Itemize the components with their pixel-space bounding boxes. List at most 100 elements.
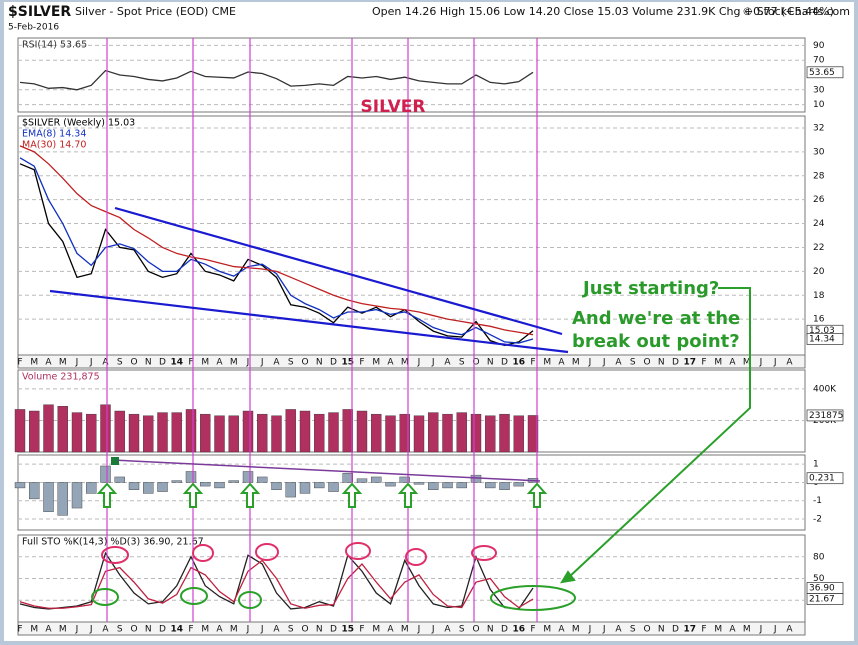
last-value-badge — [806, 66, 844, 79]
bar — [413, 415, 425, 453]
x-tick-label: F — [17, 625, 22, 635]
bar — [71, 412, 83, 453]
x-tick-label: M — [201, 625, 209, 635]
y-tick-label: 30 — [813, 147, 825, 157]
last-value-label: 21.67 — [809, 595, 835, 605]
bar — [428, 482, 439, 490]
bar — [171, 412, 182, 453]
x-tick-label: M — [372, 358, 380, 368]
bar — [413, 482, 425, 485]
y-tick-label: 26 — [813, 195, 825, 205]
x-tick-label: M — [543, 625, 551, 635]
x-tick-label: M — [743, 358, 751, 368]
x-tick-label: J — [246, 358, 250, 368]
bar — [185, 409, 197, 453]
x-tick-label: M — [743, 625, 751, 635]
bar — [527, 415, 539, 453]
bar — [371, 413, 382, 453]
y-tick-label: -1 — [813, 496, 822, 506]
bar — [128, 482, 140, 490]
bar — [114, 410, 125, 453]
x-axis-strip — [17, 621, 806, 636]
bar — [271, 482, 282, 490]
x-tick-label: M — [230, 625, 238, 635]
x-tick-label: D — [159, 625, 166, 635]
legend-entry: EMA(8) 14.34 — [22, 129, 86, 140]
bar — [200, 413, 211, 453]
x-tick-label: A — [444, 358, 451, 368]
x-tick-label: M — [372, 625, 380, 635]
x-tick-label: A — [558, 358, 565, 368]
y-tick-label: 28 — [813, 171, 825, 181]
x-tick-label: S — [117, 625, 123, 635]
bar — [299, 410, 311, 453]
x-tick-label: J — [89, 358, 93, 368]
bar — [114, 476, 125, 483]
x-tick-label: N — [487, 625, 494, 635]
bar — [356, 478, 368, 483]
x-tick-label: N — [658, 625, 665, 635]
quote: Open 14.26 High 15.06 Low 14.20 Close 15… — [372, 5, 834, 18]
bar — [143, 482, 154, 494]
x-tick-label: J — [75, 625, 79, 635]
x-tick-label: M — [401, 358, 409, 368]
bar — [470, 413, 482, 453]
x-tick-label: N — [658, 358, 665, 368]
x-tick-label: F — [701, 358, 706, 368]
last-value-badge — [806, 472, 844, 485]
x-tick-label: O — [130, 358, 137, 368]
series-line — [19, 559, 534, 609]
bar — [57, 482, 68, 516]
x-tick-label: M — [30, 625, 38, 635]
x-tick-label: M — [59, 358, 67, 368]
x-tick-label: S — [288, 625, 294, 635]
x-tick-label: N — [316, 358, 323, 368]
x-tick-label: 15 — [341, 625, 354, 635]
bar — [143, 415, 154, 453]
source: © StockCharts.com — [742, 5, 850, 18]
bar — [328, 412, 339, 453]
bar — [100, 404, 111, 453]
panel-frame — [17, 37, 806, 113]
x-tick-label: F — [359, 625, 364, 635]
bar — [285, 409, 296, 453]
y-tick-label: 400K — [813, 384, 837, 394]
bar — [157, 482, 168, 492]
y-tick-label: 20 — [813, 267, 825, 277]
x-tick-label: 14 — [170, 358, 183, 368]
x-tick-label: S — [459, 358, 465, 368]
bar — [513, 482, 524, 487]
x-tick-label: F — [359, 358, 364, 368]
last-value-label: 0.231 — [809, 474, 835, 484]
x-tick-label: O — [301, 625, 308, 635]
x-tick-label: A — [102, 625, 109, 635]
y-tick-label: 70 — [813, 56, 825, 66]
last-value-label: 53.65 — [809, 68, 835, 78]
x-tick-label: F — [530, 358, 535, 368]
x-tick-label: J — [602, 358, 606, 368]
y-tick-label: 18 — [813, 291, 825, 301]
x-tick-label: M — [230, 358, 238, 368]
bar — [527, 478, 539, 483]
x-tick-label: J — [431, 358, 435, 368]
x-tick-label: 16 — [512, 625, 525, 635]
x-tick-label: F — [188, 358, 193, 368]
legend-entry: MA(30) 14.70 — [22, 140, 86, 151]
x-tick-label: M — [59, 625, 67, 635]
x-tick-label: O — [472, 625, 479, 635]
x-tick-label: O — [643, 358, 650, 368]
x-tick-label: J — [588, 358, 592, 368]
x-tick-label: M — [543, 358, 551, 368]
bar — [499, 413, 510, 453]
x-tick-label: J — [759, 358, 763, 368]
x-tick-label: S — [459, 625, 465, 635]
x-tick-label: 17 — [683, 358, 696, 368]
x-tick-label: J — [773, 625, 777, 635]
last-value-label: 36.90 — [809, 583, 835, 593]
bar — [428, 412, 439, 453]
x-tick-label: A — [615, 358, 622, 368]
x-tick-label: A — [387, 358, 394, 368]
bar — [29, 410, 40, 453]
bar — [214, 415, 225, 453]
last-value-label: 231875 — [809, 411, 843, 421]
